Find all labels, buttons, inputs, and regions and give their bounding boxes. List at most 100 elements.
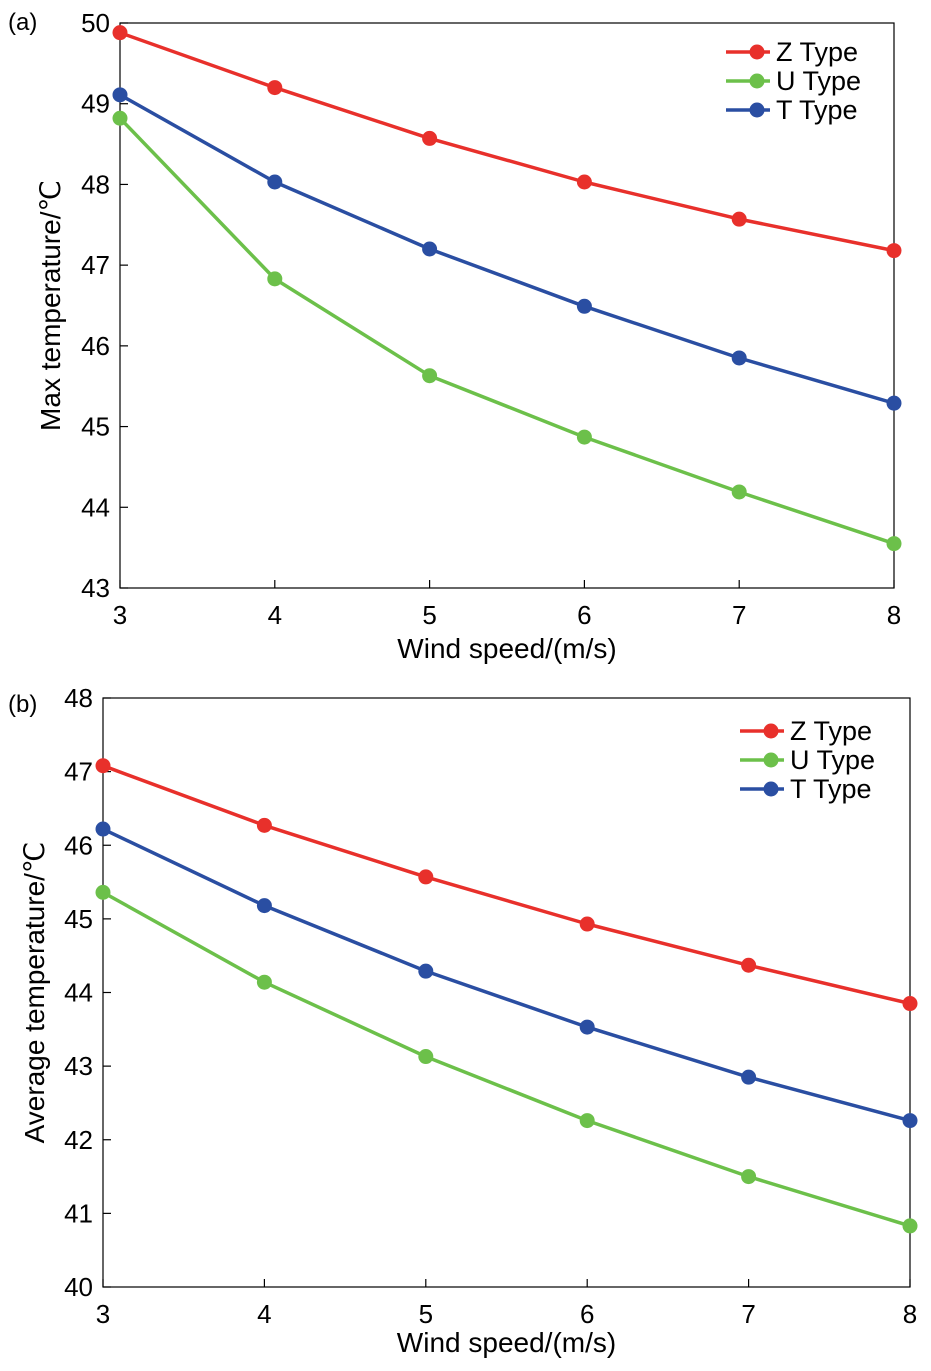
y-axis-label: Max temperature/℃ xyxy=(35,180,66,431)
legend-entry: U Type xyxy=(740,745,875,775)
data-point xyxy=(267,80,283,96)
y-tick-label: 44 xyxy=(81,492,110,522)
y-tick-label: 45 xyxy=(81,412,110,442)
x-tick-label: 8 xyxy=(903,1299,917,1329)
data-point xyxy=(422,130,438,146)
data-point xyxy=(418,1049,434,1065)
series-u-type xyxy=(112,110,902,552)
legend-entry: U Type xyxy=(726,66,861,96)
legend-entry: Z Type xyxy=(726,37,858,67)
y-tick-label: 49 xyxy=(81,89,110,119)
data-point xyxy=(731,350,747,366)
legend-label: Z Type xyxy=(776,37,858,67)
x-tick-label: 4 xyxy=(268,600,282,630)
data-point xyxy=(256,974,272,990)
x-axis-label: Wind speed/(m/s) xyxy=(397,1327,616,1358)
legend-marker xyxy=(749,73,765,89)
series-line xyxy=(102,890,911,1228)
x-tick-label: 7 xyxy=(732,600,746,630)
y-tick-label: 41 xyxy=(64,1198,93,1228)
y-tick-label: 50 xyxy=(81,8,110,38)
y-tick-label: 43 xyxy=(81,573,110,603)
y-tick-label: 48 xyxy=(81,169,110,199)
plot-frame xyxy=(119,22,895,589)
data-point xyxy=(112,25,128,41)
y-tick-label: 40 xyxy=(64,1272,93,1302)
legend-entry: Z Type xyxy=(740,716,872,746)
data-point xyxy=(267,174,283,190)
series-line xyxy=(118,116,895,546)
series-line xyxy=(119,93,895,405)
data-point xyxy=(902,1113,918,1129)
data-point xyxy=(741,957,757,973)
data-point xyxy=(579,916,595,932)
data-point xyxy=(418,869,434,885)
series-line xyxy=(119,31,895,253)
data-point xyxy=(902,1218,918,1234)
data-point xyxy=(576,429,592,445)
data-point xyxy=(576,174,592,190)
series-line xyxy=(102,827,911,1123)
legend-marker xyxy=(749,102,765,118)
legend-entry: T Type xyxy=(740,774,872,804)
legend-marker xyxy=(763,723,779,739)
series-line xyxy=(102,764,911,1006)
data-point xyxy=(741,1169,757,1185)
data-point xyxy=(579,1113,595,1129)
x-tick-label: 3 xyxy=(113,600,127,630)
legend-marker xyxy=(763,752,779,768)
legend-label: T Type xyxy=(790,774,872,804)
x-tick-label: 8 xyxy=(887,600,901,630)
y-tick-label: 42 xyxy=(64,1125,93,1155)
data-point xyxy=(422,241,438,257)
data-point xyxy=(95,884,111,900)
x-axis-label: Wind speed/(m/s) xyxy=(397,633,616,664)
y-tick-label: 46 xyxy=(64,830,93,860)
series-z-type xyxy=(95,758,918,1012)
legend-label: U Type xyxy=(776,66,861,96)
x-tick-label: 6 xyxy=(577,600,591,630)
data-point xyxy=(95,758,111,774)
data-point xyxy=(418,963,434,979)
legend-label: Z Type xyxy=(790,716,872,746)
data-point xyxy=(886,536,902,552)
y-axis-label: Average temperature/℃ xyxy=(19,842,50,1144)
x-tick-label: 5 xyxy=(419,1299,433,1329)
data-point xyxy=(267,271,283,287)
legend-marker xyxy=(749,44,765,60)
y-tick-label: 44 xyxy=(64,978,93,1008)
y-tick-label: 48 xyxy=(64,683,93,713)
data-point xyxy=(731,211,747,227)
legend-label: U Type xyxy=(790,745,875,775)
y-tick-label: 43 xyxy=(64,1051,93,1081)
y-tick-label: 47 xyxy=(81,250,110,280)
x-tick-label: 3 xyxy=(96,1299,110,1329)
data-point xyxy=(576,298,592,314)
legend-label: T Type xyxy=(776,95,858,125)
data-point xyxy=(112,87,128,103)
x-tick-label: 5 xyxy=(422,600,436,630)
data-point xyxy=(112,110,128,126)
series-u-type xyxy=(95,884,918,1234)
x-tick-label: 6 xyxy=(580,1299,594,1329)
data-point xyxy=(95,821,111,837)
x-tick-label: 4 xyxy=(257,1299,271,1329)
data-point xyxy=(886,243,902,259)
data-point xyxy=(256,898,272,914)
y-tick-label: 47 xyxy=(64,757,93,787)
x-tick-label: 7 xyxy=(741,1299,755,1329)
panel-label: (a) xyxy=(8,9,37,36)
series-t-type xyxy=(112,87,902,411)
legend-entry: T Type xyxy=(726,95,858,125)
data-point xyxy=(256,817,272,833)
y-tick-label: 45 xyxy=(64,904,93,934)
data-point xyxy=(422,368,438,384)
data-point xyxy=(886,395,902,411)
series-t-type xyxy=(95,821,918,1129)
panel-label: (b) xyxy=(8,691,37,718)
y-tick-label: 46 xyxy=(81,331,110,361)
data-point xyxy=(731,484,747,500)
series-z-type xyxy=(112,25,902,259)
